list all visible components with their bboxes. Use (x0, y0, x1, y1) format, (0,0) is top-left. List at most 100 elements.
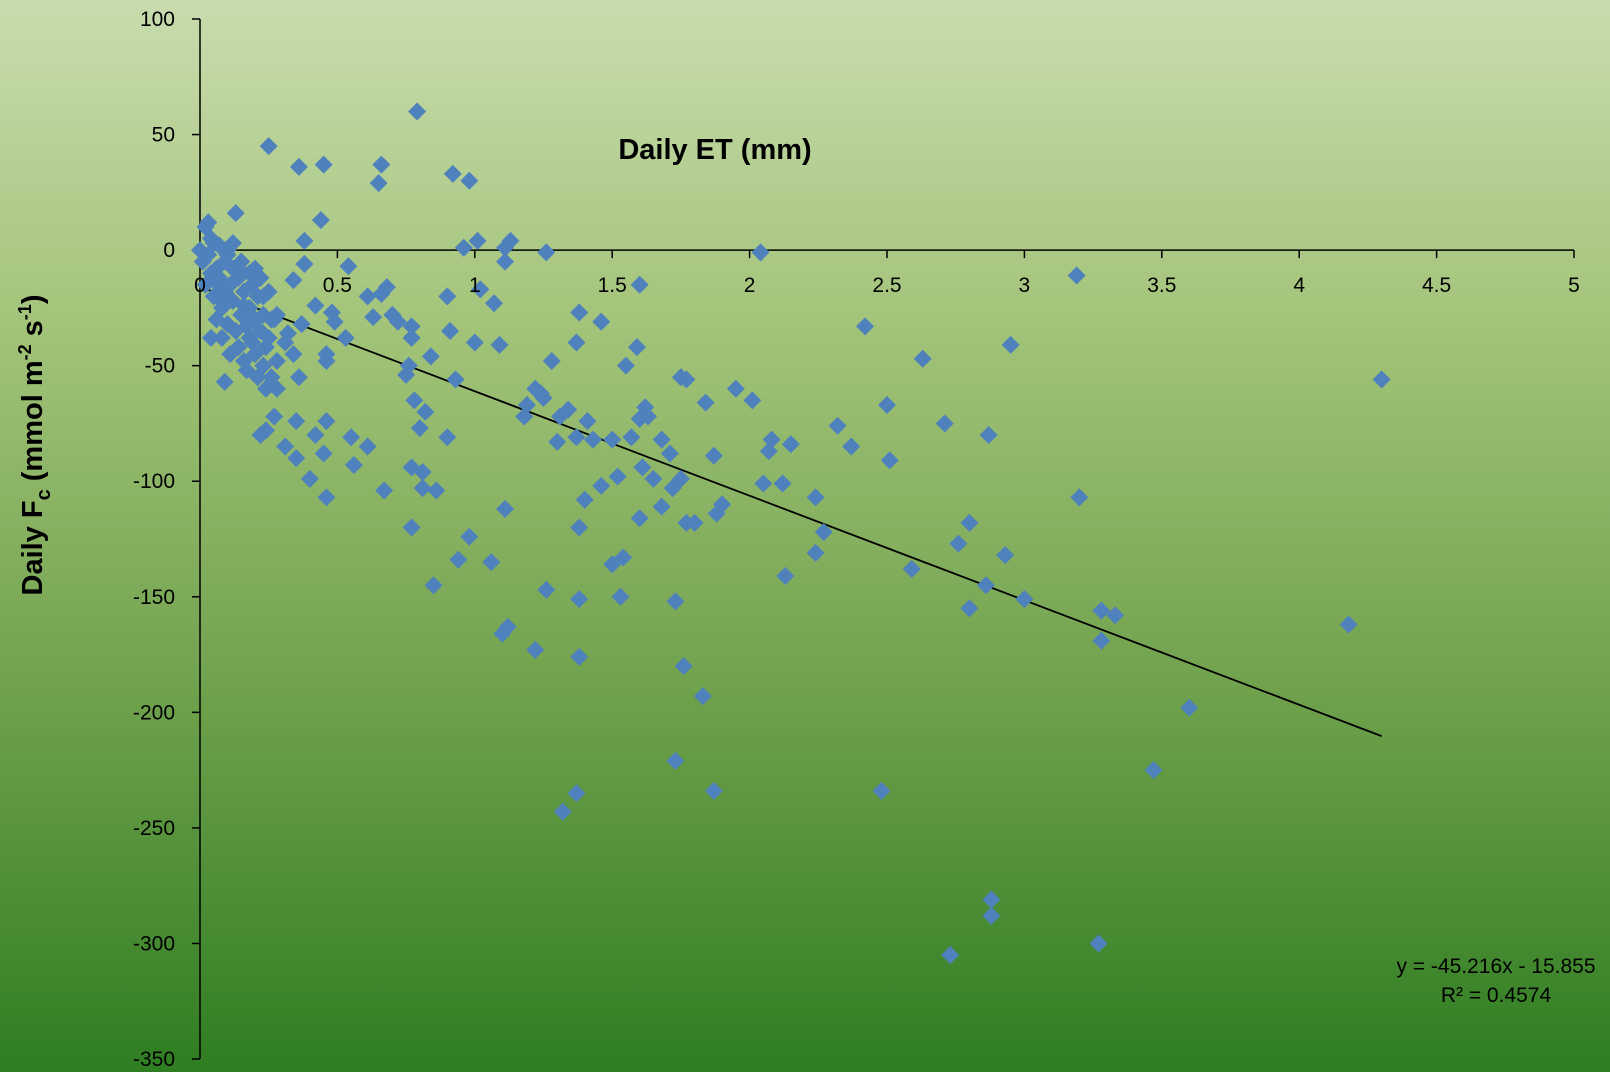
data-point (199, 213, 218, 232)
data-point (1089, 934, 1108, 953)
data-point (949, 534, 968, 553)
data-point (548, 432, 567, 451)
data-point (413, 479, 432, 498)
y-tick-label: 50 (152, 124, 175, 147)
data-point (570, 303, 589, 322)
data-point (485, 294, 504, 313)
data-point (471, 280, 490, 299)
trendline-equation: y = -45.216x - 15.855 (1396, 955, 1595, 978)
data-point (306, 296, 325, 315)
data-point (608, 467, 627, 486)
data-point (616, 356, 635, 375)
data-point (229, 259, 248, 278)
data-point (902, 560, 921, 579)
y-tick-label: -100 (133, 470, 175, 493)
data-point (644, 469, 663, 488)
data-point (537, 580, 556, 599)
data-point (704, 781, 723, 800)
data-point (496, 499, 515, 518)
data-point (773, 474, 792, 493)
data-point (559, 400, 578, 419)
x-tick-label: 4.5 (1422, 274, 1451, 297)
y-axis-title-prefix: Daily F (17, 500, 49, 595)
data-point (287, 449, 306, 468)
data-point (207, 273, 226, 292)
data-point (537, 243, 556, 262)
data-point (441, 322, 460, 340)
y-axis-title-sup2: -1 (15, 304, 35, 320)
data-point (776, 566, 795, 585)
data-point (317, 488, 336, 507)
y-tick-label: -300 (133, 932, 175, 955)
data-point (306, 426, 325, 444)
data-point (1372, 370, 1391, 389)
data-point (567, 784, 586, 803)
data-point (570, 647, 589, 666)
data-point (342, 428, 361, 447)
data-point (542, 352, 561, 371)
data-point (256, 421, 275, 440)
data-point (402, 458, 421, 477)
y-tick-label: -150 (133, 586, 175, 609)
data-point (693, 687, 712, 706)
data-point (603, 430, 622, 449)
data-point (553, 802, 572, 821)
data-point (254, 356, 273, 375)
data-point (979, 426, 998, 444)
data-point (570, 518, 589, 537)
data-point (254, 287, 273, 306)
data-point (935, 414, 954, 433)
data-point (336, 328, 355, 347)
trendline-group (199, 285, 1382, 737)
data-point (424, 576, 443, 595)
y-axis-title-sub: c (33, 489, 55, 500)
data-point (880, 451, 899, 470)
data-point (408, 102, 427, 121)
data-point (762, 430, 781, 449)
data-point (465, 333, 484, 352)
data-point (696, 393, 715, 412)
data-point (1067, 266, 1086, 285)
x-tick-label: 0.5 (323, 274, 352, 297)
data-point (960, 513, 979, 532)
data-point (828, 416, 847, 435)
data-point (996, 546, 1015, 565)
data-point (726, 379, 745, 398)
data-point (405, 391, 424, 410)
data-point (289, 157, 308, 176)
data-point (314, 444, 333, 463)
data-point (592, 312, 611, 331)
data-point (289, 368, 308, 387)
data-point (652, 430, 671, 449)
data-point (443, 164, 462, 183)
data-point (976, 576, 995, 595)
data-point (438, 428, 457, 447)
axes (192, 18, 1575, 1060)
data-point (592, 476, 611, 495)
data-point (496, 252, 515, 271)
data-point (575, 490, 594, 509)
data-point (622, 428, 641, 447)
data-point (410, 419, 429, 438)
y-tick-label: -250 (133, 817, 175, 840)
data-point (677, 370, 696, 389)
data-point (295, 231, 314, 250)
data-point (284, 271, 303, 290)
data-point (300, 469, 319, 488)
data-point (630, 275, 649, 294)
data-point (1001, 335, 1020, 354)
data-point (218, 245, 237, 264)
data-point (671, 469, 690, 488)
data-point (267, 305, 286, 324)
data-point (388, 312, 407, 331)
data-point (666, 592, 685, 611)
data-point (427, 481, 446, 500)
data-point (674, 657, 693, 676)
data-point (1339, 615, 1358, 634)
y-axis-title-mid: s (17, 320, 49, 344)
data-point (751, 243, 770, 262)
data-point (781, 435, 800, 454)
data-point (872, 781, 891, 800)
data-point (284, 345, 303, 364)
